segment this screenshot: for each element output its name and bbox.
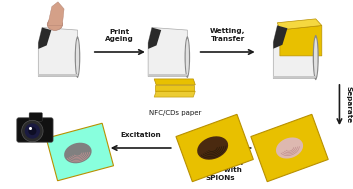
Ellipse shape xyxy=(197,136,228,160)
Ellipse shape xyxy=(186,39,189,75)
Polygon shape xyxy=(273,26,287,49)
Polygon shape xyxy=(38,28,78,77)
Ellipse shape xyxy=(76,39,79,75)
Ellipse shape xyxy=(64,143,92,163)
Ellipse shape xyxy=(313,35,319,80)
Ellipse shape xyxy=(276,137,303,159)
Ellipse shape xyxy=(22,120,43,142)
Polygon shape xyxy=(273,26,316,78)
Text: Wetting,
Transfer: Wetting, Transfer xyxy=(210,29,245,42)
Polygon shape xyxy=(154,91,195,97)
Polygon shape xyxy=(154,79,195,85)
Text: Excitation: Excitation xyxy=(120,132,161,138)
Polygon shape xyxy=(148,74,187,77)
Polygon shape xyxy=(48,2,64,26)
FancyBboxPatch shape xyxy=(29,113,42,121)
Polygon shape xyxy=(46,123,114,181)
Ellipse shape xyxy=(185,36,190,78)
FancyBboxPatch shape xyxy=(17,118,53,142)
Text: Separate: Separate xyxy=(346,86,352,124)
Ellipse shape xyxy=(25,123,40,139)
Ellipse shape xyxy=(47,19,62,30)
Polygon shape xyxy=(38,28,52,49)
Polygon shape xyxy=(38,74,78,77)
Text: NFC/CDs paper: NFC/CDs paper xyxy=(149,110,201,116)
Ellipse shape xyxy=(28,127,36,135)
Ellipse shape xyxy=(314,38,317,77)
Ellipse shape xyxy=(75,36,80,78)
Text: Fumigation
Stain with
SPIONs: Fumigation Stain with SPIONs xyxy=(198,160,244,181)
Text: Print
Ageing: Print Ageing xyxy=(106,29,134,42)
Polygon shape xyxy=(251,114,328,182)
Polygon shape xyxy=(277,19,322,30)
Polygon shape xyxy=(155,85,194,91)
Polygon shape xyxy=(273,76,316,78)
Polygon shape xyxy=(148,28,187,77)
Polygon shape xyxy=(148,28,161,49)
Polygon shape xyxy=(280,26,322,56)
Polygon shape xyxy=(176,114,253,182)
